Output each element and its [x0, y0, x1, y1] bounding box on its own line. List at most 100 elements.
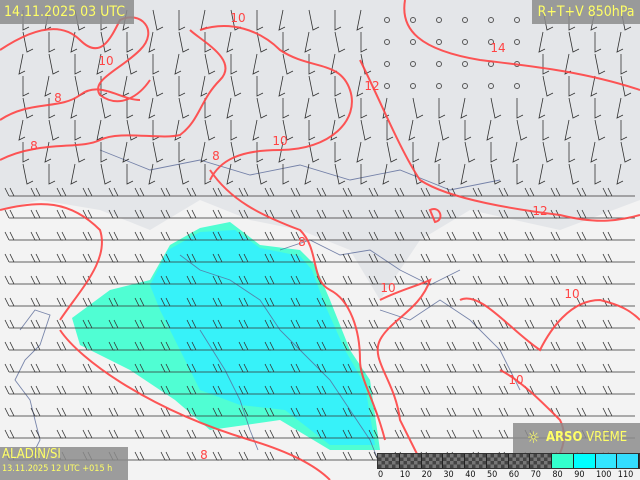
wind-barb — [412, 142, 420, 163]
wind-barb — [252, 119, 260, 141]
wind-barb — [490, 142, 498, 163]
wind-barb — [160, 253, 193, 263]
calm-marker — [436, 61, 442, 67]
wind-barb — [4, 187, 37, 197]
wind-barb — [4, 363, 37, 373]
wind-barb — [602, 407, 635, 417]
wind-barb — [160, 209, 193, 219]
wind-barb — [316, 341, 349, 351]
wind-barb — [122, 141, 130, 163]
wind-barb — [160, 451, 193, 461]
wind-barb — [108, 363, 141, 373]
humidity-legend: 0 10 20 30 40 50 60 70 80 90 100 110 — [377, 453, 640, 480]
calm-marker — [436, 83, 442, 89]
wind-barb — [446, 231, 479, 241]
wind-barb — [82, 297, 115, 307]
calm-marker — [488, 17, 494, 23]
wind-barb — [108, 429, 141, 439]
wind-barb — [108, 209, 141, 219]
calm-marker — [488, 39, 494, 45]
wind-barb — [282, 164, 290, 185]
wind-barb — [408, 119, 416, 141]
wind-barb — [524, 407, 557, 417]
wind-barb — [82, 319, 115, 329]
wind-barb — [204, 164, 212, 185]
wind-barb — [594, 53, 606, 75]
wind-barb — [108, 341, 141, 351]
wind-barb — [446, 363, 479, 373]
wind-barb — [602, 363, 635, 373]
wind-barb — [108, 297, 141, 307]
legend-swatch — [443, 454, 465, 468]
wind-barb — [152, 75, 164, 97]
wind-barb — [550, 231, 583, 241]
wind-barb — [620, 75, 632, 97]
wind-barb — [148, 97, 156, 119]
wind-barb — [4, 253, 37, 263]
contour-label: 10 — [272, 134, 287, 148]
wind-barb — [278, 9, 286, 31]
wind-barb — [590, 141, 598, 163]
wind-barb — [152, 120, 160, 141]
legend-tick: 110 — [617, 470, 634, 480]
wind-barb — [356, 141, 364, 163]
calm-marker — [514, 83, 520, 89]
wind-barb — [238, 385, 271, 395]
wind-barb — [516, 164, 524, 185]
wind-barb — [238, 407, 271, 417]
wind-barb — [82, 187, 115, 197]
wind-barb — [70, 31, 78, 53]
wind-barb — [264, 231, 297, 241]
wind-barb — [48, 53, 60, 75]
wind-barb — [316, 363, 349, 373]
wind-barb — [434, 141, 442, 163]
wind-barb — [160, 297, 193, 307]
wind-barb — [186, 231, 219, 241]
wind-barb — [342, 209, 375, 219]
wind-barb — [226, 31, 234, 53]
wind-barb — [30, 187, 63, 197]
wind-barb — [304, 163, 312, 185]
wind-barb — [74, 54, 82, 75]
wind-barb — [48, 119, 60, 141]
wind-barb — [178, 10, 186, 31]
wind-barb — [334, 163, 346, 185]
wind-barb — [542, 54, 550, 75]
legend-swatch — [378, 454, 400, 468]
wind-barb — [472, 385, 505, 395]
wind-barb — [160, 385, 193, 395]
wind-barb — [48, 164, 56, 185]
wind-barb — [186, 451, 219, 461]
wind-barb — [368, 275, 401, 285]
wind-barb — [134, 297, 167, 307]
calm-marker — [462, 17, 468, 23]
wind-barb — [316, 319, 349, 329]
wind-barb — [30, 231, 63, 241]
wind-barb — [308, 54, 316, 75]
wind-barb — [472, 341, 505, 351]
wind-barb — [382, 163, 390, 185]
wind-barb — [368, 187, 401, 197]
legend-tick: 70 — [530, 470, 541, 480]
wind-barb — [538, 97, 546, 119]
calm-marker — [436, 17, 442, 23]
wind-barb — [576, 363, 609, 373]
contour-label: 8 — [298, 235, 306, 249]
wind-barb — [178, 76, 186, 97]
wind-barb — [590, 75, 598, 97]
wind-barb — [160, 187, 193, 197]
calm-marker — [462, 39, 468, 45]
wind-barb — [256, 10, 264, 31]
calm-marker — [410, 17, 416, 23]
contour-label: 10 — [98, 54, 113, 68]
wind-barb — [472, 363, 505, 373]
wind-barb — [316, 209, 349, 219]
wind-barb — [100, 97, 112, 119]
wind-barb — [290, 253, 323, 263]
wind-barb — [330, 119, 338, 141]
wind-barb — [82, 429, 115, 439]
wind-barb — [200, 141, 208, 163]
wind-barb — [100, 163, 112, 185]
wind-barb — [576, 319, 609, 329]
